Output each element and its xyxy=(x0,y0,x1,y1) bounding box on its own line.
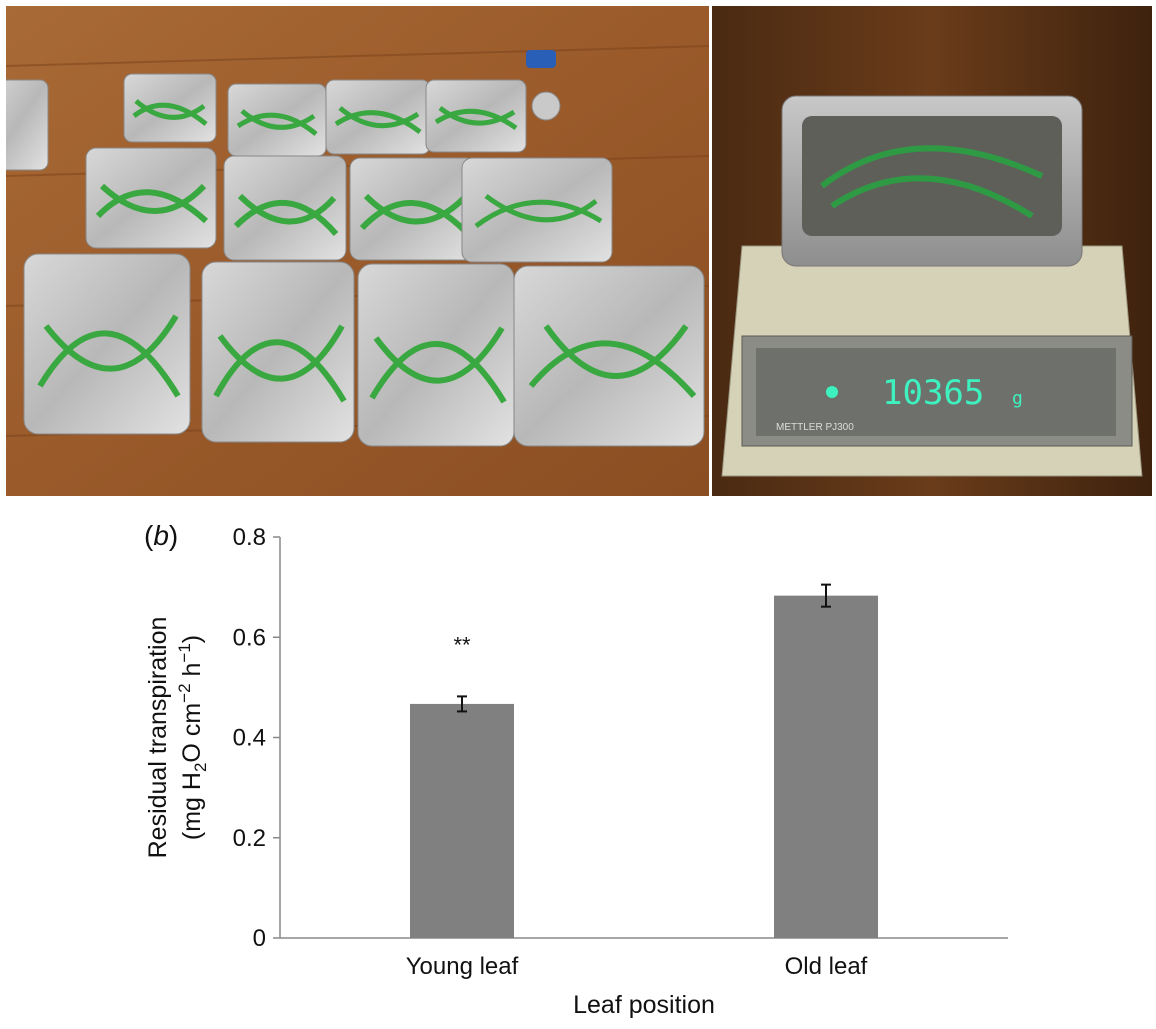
tray xyxy=(23,253,191,435)
tray xyxy=(513,265,705,447)
x-axis-title: Leaf position xyxy=(573,991,715,1019)
clip-object xyxy=(526,50,561,121)
panel-b-label: (b) xyxy=(144,520,179,551)
tray xyxy=(461,157,613,263)
tray xyxy=(357,263,515,447)
y-axis-title: Residual transpiration (mg H2O cm−2 h−1) xyxy=(144,617,210,859)
significance-marker: ** xyxy=(453,632,471,657)
tray xyxy=(201,261,355,443)
tray xyxy=(223,155,347,261)
indicator-light xyxy=(826,386,838,398)
x-tick-label: Young leaf xyxy=(406,953,519,980)
tray xyxy=(425,79,527,153)
bar-chart: 0 0.2 0.4 0.6 0.8 ** Young leaf Old leaf Leaf … xyxy=(144,524,1008,1019)
y-tick-label: 0.4 xyxy=(233,725,266,752)
scale-unit: g xyxy=(1012,388,1023,409)
scale-brand: METTLER PJ300 xyxy=(776,422,854,433)
balance-photo: 10365 g METTLER PJ300 xyxy=(712,6,1152,496)
y-tick-label: 0.8 xyxy=(233,524,266,551)
y-tick-label: 0.2 xyxy=(233,825,266,852)
y-axis: 0 0.2 0.4 0.6 0.8 xyxy=(233,524,281,952)
tray xyxy=(6,79,49,171)
scale-reading: 10365 xyxy=(882,373,984,413)
tray-photo xyxy=(6,6,709,496)
bars: ** Young leaf Old leaf xyxy=(406,583,878,980)
tray xyxy=(123,73,217,143)
y-tick-label: 0 xyxy=(253,925,266,952)
tray xyxy=(227,83,327,157)
y-tick-label: 0.6 xyxy=(233,624,266,651)
y-axis-title-line2: (mg H2O cm−2 h−1) xyxy=(175,635,210,840)
bar-1 xyxy=(410,703,514,938)
tray xyxy=(325,79,431,155)
bar-2 xyxy=(774,595,878,938)
x-tick-label: Old leaf xyxy=(785,953,868,980)
y-axis-title-line1: Residual transpiration xyxy=(144,617,172,859)
tray xyxy=(85,147,217,249)
tray xyxy=(349,157,477,261)
